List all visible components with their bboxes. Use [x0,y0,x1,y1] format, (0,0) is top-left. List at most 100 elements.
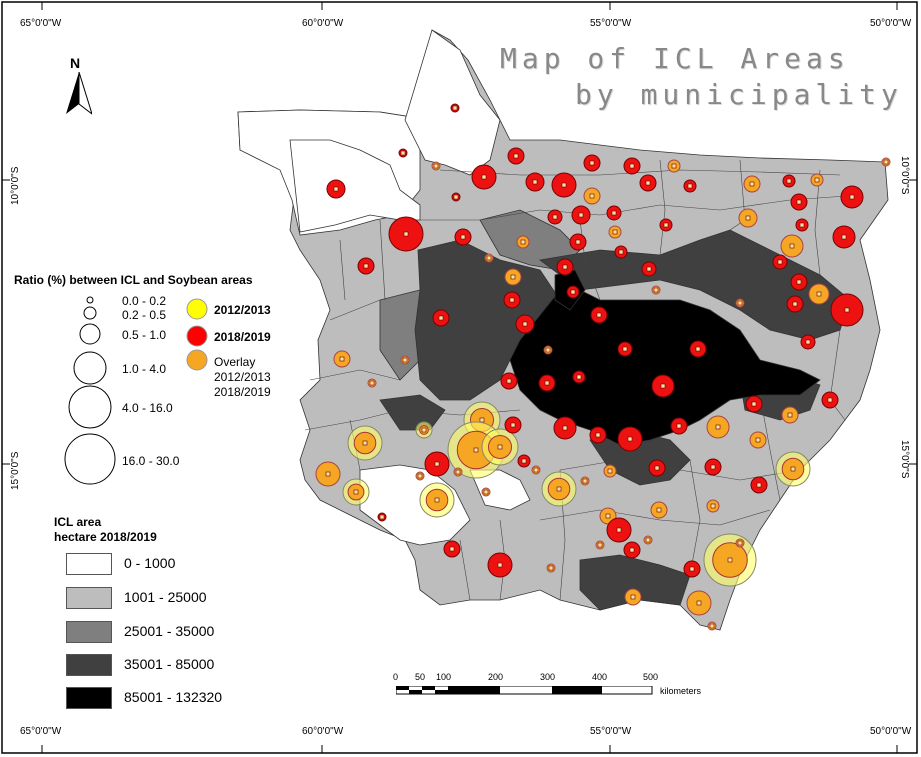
coord-right-15s: 15°0'0"S [899,440,910,479]
municipality-centroid [532,179,538,185]
municipality-centroid [544,380,550,386]
municipality-centroid [841,234,847,240]
coord-right-10s: 10°0'0"S [899,156,910,195]
municipality-centroid [570,289,576,295]
municipality-centroid [510,274,516,280]
municipality-centroid [433,163,439,169]
year-label-overlay: Overlay 2012/2013 2018/2019 [214,355,271,399]
municipality-centroid [805,339,811,345]
ratio-class-5: 4.0 - 16.0 [122,401,173,415]
municipality-centroid [486,255,492,261]
municipality-centroid [434,461,440,467]
municipality-centroid [844,307,850,313]
municipality-centroid [449,546,455,552]
scale-tick-200: 200 [488,672,504,682]
municipality-centroid [755,437,761,443]
scale-unit: kilometers [660,686,702,696]
north-arrow-label: N [70,55,81,71]
municipality-centroid [533,467,539,473]
municipality-centroid [627,436,633,442]
municipality-centroid [786,178,792,184]
area-swatch-3 [66,621,112,643]
municipality-centroid [400,150,406,156]
municipality-centroid [796,279,802,285]
municipality-centroid [402,357,408,363]
municipality-centroid [460,234,466,240]
coord-top-55w: 55°0'0"W [590,18,632,29]
municipality-centroid [756,482,762,488]
municipality-centroid [473,447,479,453]
municipality-centroid [727,557,733,563]
map-title-line1: Map of ICL Areas [500,42,850,75]
area-swatch-1 [66,553,112,575]
municipality-centroid [333,186,339,192]
municipality-centroid [556,486,562,492]
municipality-centroid [363,263,369,269]
municipality-centroid [796,199,802,205]
municipality-centroid [709,623,715,629]
scale-bar [396,686,653,695]
swatch-2012-2013 [186,298,208,320]
municipality-centroid [545,347,551,353]
map-title-line2: by municipality [575,78,903,111]
municipality-centroid [522,321,528,327]
municipality-centroid [362,440,368,446]
municipality-centroid [710,464,716,470]
coord-bottom-50w: 50°0'0"W [870,726,912,737]
coord-bottom-55w: 55°0'0"W [590,726,632,737]
municipality-centroid [520,239,526,245]
ratio-class-4: 1.0 - 4.0 [122,362,167,376]
area-class-3: 25001 - 35000 [124,623,215,639]
ratio-class-6: 16.0 - 30.0 [122,454,180,468]
municipality-centroid [653,287,659,293]
municipality-centroid [751,401,757,407]
coord-top-60w: 60°0'0"W [302,18,344,29]
municipality-centroid [827,397,833,403]
ratio-symbols [315,103,891,631]
municipality-centroid [645,537,651,543]
municipality-centroid [497,562,503,568]
area-swatch-2 [66,587,112,609]
municipality-centroid [689,566,695,572]
municipality-centroid [596,312,602,318]
municipality-centroid [325,471,331,477]
municipality-centroid [561,182,567,188]
scale-tick-400: 400 [592,672,608,682]
coord-left-10s: 10°0'0"S [10,166,21,205]
municipality-centroid [787,412,793,418]
municipality-centroid [510,422,516,428]
municipality-centroid [737,540,743,546]
municipality-centroid [646,266,652,272]
area-class-5: 85001 - 132320 [124,689,223,705]
municipality-centroid [403,231,409,237]
municipality-centroid [597,542,603,548]
ratio-legend-circles [64,296,116,485]
state-map [237,29,889,631]
municipality-centroid [509,297,515,303]
year-legend-swatches [186,298,208,371]
municipality-centroid [479,417,485,423]
municipality-centroid [575,239,581,245]
municipality-centroid [737,300,743,306]
municipality-centroid [629,163,635,169]
north-arrow-icon [66,72,92,115]
ratio-class-3: 0.5 - 1.0 [122,328,167,342]
municipality-centroid [452,105,458,111]
municipality-centroid [792,301,798,307]
municipality-centroid [369,380,375,386]
municipality-centroid [552,214,558,220]
municipality-centroid [562,425,568,431]
coord-top-50w: 50°0'0"W [870,18,912,29]
municipality-centroid [616,527,622,533]
municipality-centroid [339,356,345,362]
municipality-centroid [506,378,512,384]
municipality-centroid [611,210,617,216]
municipality-centroid [455,469,461,475]
municipality-centroid [417,473,423,479]
municipality-centroid [660,383,666,389]
ratio-class-2: 0.2 - 0.5 [122,308,167,322]
municipality-centroid [687,183,693,189]
municipality-centroid [548,565,554,571]
